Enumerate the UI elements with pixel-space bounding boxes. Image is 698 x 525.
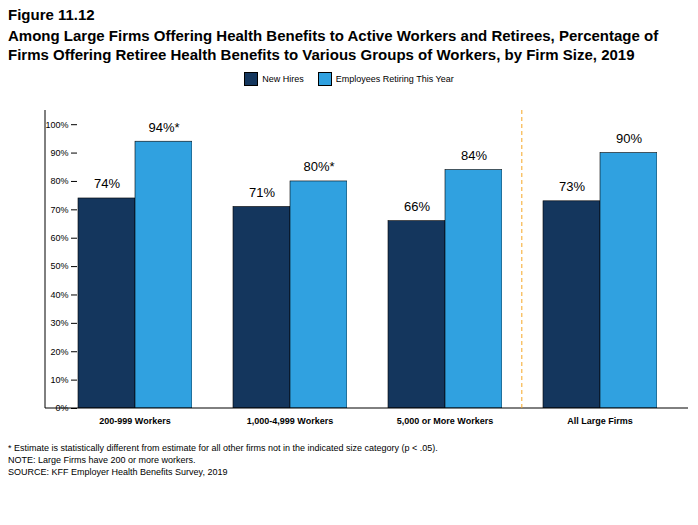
html-text:Employees Retiring This Year: Employees Retiring This Year [335, 74, 454, 84]
html-text:* Estimate is statistically di: * Estimate is statistically different fr… [8, 443, 438, 453]
svg-text:90%: 90% [50, 148, 68, 158]
svg-text:94%*: 94%* [148, 120, 179, 135]
svg-text:20%: 20% [50, 347, 68, 357]
svg-text:10%: 10% [50, 375, 68, 385]
svg-text:40%: 40% [50, 290, 68, 300]
svg-text:0%: 0% [55, 403, 69, 414]
html-text:Among Large Firms Offering Hea: Among Large Firms Offering Health Benefi… [8, 27, 659, 63]
svg-text:70%: 70% [50, 205, 68, 215]
html-text:Figure 11.12: Figure 11.12 [8, 6, 95, 23]
svg-text:80%*: 80%* [303, 159, 334, 174]
svg-text:73%: 73% [559, 179, 585, 194]
svg-text:74%: 74% [94, 176, 120, 191]
svg-text:200-999 Workers: 200-999 Workers [99, 416, 170, 426]
svg-text:1,000-4,999 Workers: 1,000-4,999 Workers [247, 416, 333, 426]
svg-text:66%: 66% [404, 199, 430, 214]
html-text:New Hires: New Hires [262, 74, 304, 84]
html-text:SOURCE: KFF Employer Health Be: SOURCE: KFF Employer Health Benefits Sur… [8, 467, 228, 477]
svg-text:80%: 80% [50, 176, 68, 186]
svg-text:71%: 71% [249, 185, 275, 200]
svg-text:30%: 30% [50, 318, 68, 328]
svg-text:90%: 90% [616, 131, 642, 146]
svg-text:60%: 60% [50, 233, 68, 243]
svg-text:5,000 or More Workers: 5,000 or More Workers [397, 416, 493, 426]
svg-text:84%: 84% [461, 148, 487, 163]
svg-text:50%: 50% [50, 261, 68, 271]
svg-text:100%: 100% [45, 120, 68, 130]
svg-text:All Large Firms: All Large Firms [567, 416, 633, 426]
html-text:NOTE: Large Firms have 200 or: NOTE: Large Firms have 200 or more worke… [8, 455, 196, 465]
